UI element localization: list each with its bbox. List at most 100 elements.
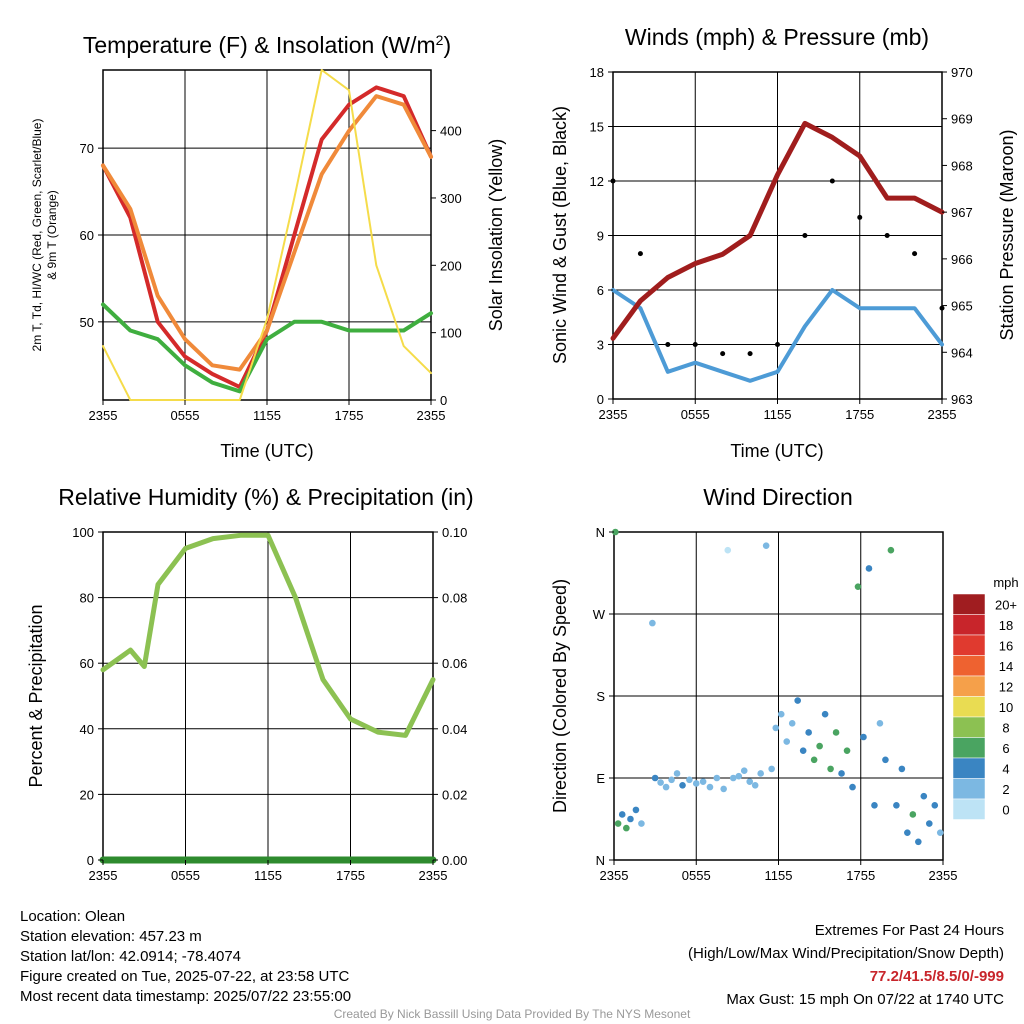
gust-point [720, 351, 726, 357]
direction-point [751, 781, 759, 789]
direction-series [612, 528, 944, 846]
direction-point [882, 756, 889, 764]
x-tick-label: 2355 [929, 868, 958, 883]
legend-swatch [952, 737, 986, 759]
precip-y-tick-label: 0.06 [442, 656, 467, 671]
direction-point [827, 765, 834, 773]
temperature-panel: Temperature (F) & Insolation (W/m2) 50 60… [30, 32, 506, 461]
series-sonic-wind [611, 288, 944, 383]
x-tick-label: 2355 [600, 868, 629, 883]
insolation-y-axis-label: Solar Insolation (Yellow) [486, 139, 506, 331]
legend-label: 18 [999, 618, 1013, 633]
rh-y-tick-label: 0 [87, 853, 94, 868]
location-text: Location: Olean [20, 908, 126, 925]
legend-label: 0 [1002, 802, 1009, 817]
humidity-y-axis-label: Percent & Precipitation [26, 604, 46, 787]
direction-point [699, 778, 707, 785]
station-info: Location: Olean Station elevation: 457.2… [20, 907, 351, 1007]
wind-y-tick-label: 3 [597, 338, 604, 353]
pressure-y-ticks: 963 964 965 966 967 968 969 970 [942, 65, 973, 407]
direction-point [614, 820, 622, 827]
legend-label: 2 [1002, 782, 1009, 797]
extremes-subheading: (High/Low/Max Wind/Precipitation/Snow De… [688, 945, 1004, 962]
x-tick-label: 0555 [171, 868, 200, 883]
pressure-y-tick-label: 963 [951, 392, 973, 407]
direction-point [638, 820, 645, 827]
pressure-y-tick-label: 969 [951, 112, 973, 127]
insolation-y-tick-label: 300 [440, 191, 462, 206]
direction-x-ticks: 2355 0555 1155 1755 2355 [600, 860, 958, 883]
direction-point [762, 542, 770, 549]
direction-point [854, 583, 862, 590]
created-text: Figure created on Tue, 2025-07-22, at 23… [20, 968, 350, 985]
wind-y-tick-label: 12 [590, 174, 604, 189]
direction-point [768, 765, 775, 773]
legend-swatch [952, 757, 986, 779]
extremes-values: 77.2/41.5/8.5/0/-999 [869, 968, 1004, 985]
pressure-y-tick-label: 965 [951, 299, 973, 314]
direction-point [623, 824, 630, 832]
pressure-y-tick-label: 964 [951, 345, 973, 360]
direction-point [735, 772, 743, 780]
gust-point [692, 342, 698, 347]
direction-point [810, 756, 818, 764]
humidity-x-ticks: 2355 0555 1155 1755 2355 [89, 860, 448, 883]
gust-point [802, 233, 808, 238]
direction-point [657, 779, 664, 786]
direction-point [925, 820, 933, 827]
pressure-y-tick-label: 967 [951, 205, 973, 220]
x-tick-label: 1755 [335, 408, 364, 423]
direction-point [649, 619, 656, 627]
legend-swatch [952, 696, 986, 718]
winds-x-ticks: 2355 0555 1155 1755 2355 [599, 399, 956, 422]
insolation-y-tick-label: 0 [440, 393, 447, 408]
direction-point [805, 729, 812, 736]
x-tick-label: 1155 [253, 408, 281, 423]
temperature-x-ticks: 2355 0555 1155 1755 2355 [89, 400, 445, 423]
direction-point [627, 815, 634, 823]
dir-y-tick-label: N [596, 525, 605, 540]
rh-y-tick-label: 80 [80, 591, 94, 606]
legend-label: 16 [999, 638, 1013, 653]
insolation-y-tick-label: 200 [440, 258, 462, 273]
direction-point [816, 742, 823, 750]
direction-point [662, 783, 670, 791]
precip-y-tick-label: 0.02 [442, 787, 467, 802]
series-td [101, 302, 433, 394]
extremes-heading: Extremes For Past 24 Hours [814, 922, 1004, 939]
dir-y-tick-label: W [593, 607, 606, 622]
legend-swatch [952, 716, 986, 738]
extremes-info: Extremes For Past 24 Hours (High/Low/Max… [688, 919, 1004, 1011]
direction-y-axis-label: Direction (Colored By Speed) [550, 579, 570, 813]
winds-x-axis-label: Time (UTC) [730, 441, 823, 461]
direction-point [783, 738, 791, 745]
gust-point [939, 305, 945, 311]
x-tick-label: 1155 [764, 407, 792, 422]
wind-y-tick-label: 15 [590, 120, 604, 135]
direction-point [651, 774, 659, 782]
direction-point [746, 778, 754, 785]
x-tick-label: 0555 [171, 408, 200, 423]
direction-point [904, 829, 911, 836]
legend-swatch [952, 675, 986, 697]
winds-y-axis-label: Sonic Wind & Gust (Blue, Black) [550, 106, 570, 364]
pressure-y-tick-label: 968 [951, 158, 973, 173]
direction-point [686, 776, 693, 784]
x-tick-label: 1755 [846, 868, 875, 883]
insolation-y-ticks: 0 100 200 300 400 [431, 124, 462, 408]
humidity-series [99, 532, 437, 864]
direction-point [887, 546, 895, 554]
legend-label: 10 [999, 700, 1013, 715]
insolation-y-tick-label: 400 [440, 124, 462, 139]
x-tick-label: 2355 [419, 868, 448, 883]
rh-y-tick-label: 40 [80, 722, 94, 737]
direction-point [865, 565, 873, 572]
direction-point [692, 780, 700, 787]
direction-point [679, 781, 686, 789]
temperature-grid [103, 70, 431, 400]
gust-point [857, 214, 863, 220]
direction-point [618, 811, 626, 818]
direction-point [838, 770, 845, 777]
x-tick-label: 1155 [254, 868, 282, 883]
